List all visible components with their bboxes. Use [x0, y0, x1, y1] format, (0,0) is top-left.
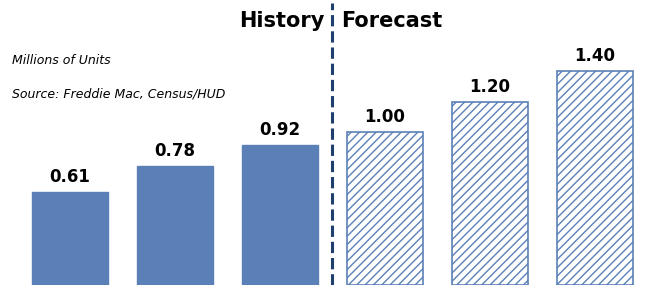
Bar — [452, 102, 528, 285]
Text: Source: Freddie Mac, Census/HUD: Source: Freddie Mac, Census/HUD — [12, 87, 225, 101]
Bar — [242, 145, 317, 285]
Text: 1.00: 1.00 — [365, 108, 406, 126]
Bar — [137, 166, 213, 285]
Text: Forecast: Forecast — [341, 11, 442, 31]
Bar — [32, 192, 107, 285]
Text: 1.20: 1.20 — [470, 78, 510, 96]
Text: 0.78: 0.78 — [154, 142, 195, 160]
Bar — [558, 72, 633, 285]
Text: 0.61: 0.61 — [49, 168, 90, 186]
Text: 0.92: 0.92 — [259, 121, 300, 139]
Text: History: History — [239, 11, 324, 31]
Text: Millions of Units: Millions of Units — [12, 54, 111, 67]
Bar — [347, 133, 423, 285]
Text: 1.40: 1.40 — [575, 47, 616, 65]
